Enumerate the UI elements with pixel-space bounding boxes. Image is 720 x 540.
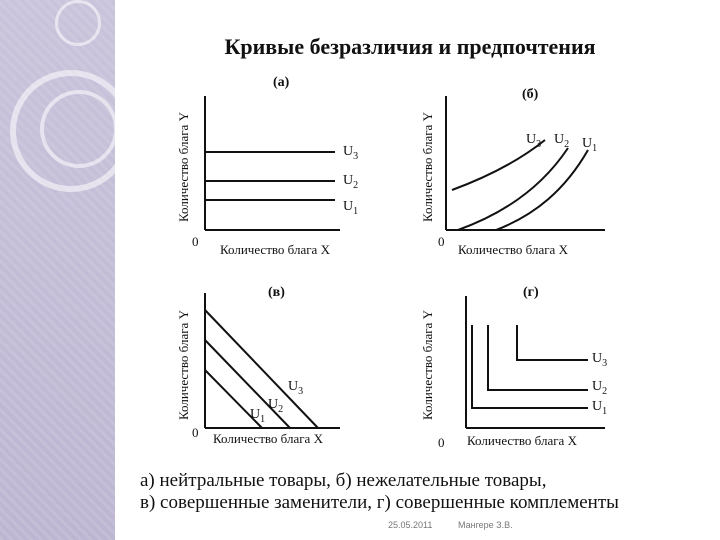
- panel-g: [465, 296, 605, 429]
- panel-label: (г): [523, 285, 539, 300]
- curve-u1: [495, 149, 589, 231]
- x-axis-label: Количество блага X: [220, 242, 331, 257]
- panel-label: (а): [273, 75, 290, 90]
- x-axis-label: Количество блага X: [213, 431, 324, 446]
- curve-label-u1: U1: [250, 407, 265, 425]
- curve-u2: [204, 339, 291, 429]
- y-axis-label: Количество блага Y: [420, 309, 435, 420]
- y-axis-label: Количество блага Y: [420, 111, 435, 222]
- curve-label-u2: U2: [592, 379, 607, 397]
- curve-label-u3: U3: [592, 351, 607, 369]
- curve-u3: [516, 325, 588, 361]
- caption-line-1: а) нейтральные товары, б) нежелательные …: [140, 470, 547, 491]
- curve-label-u3: U3: [343, 144, 358, 162]
- panel-label: (б): [522, 87, 539, 102]
- curve-label-u2: U2: [554, 132, 569, 150]
- x-axis-label: Количество блага X: [458, 242, 569, 257]
- y-axis-label: Количество блага Y: [176, 111, 191, 222]
- curve-label-u1: U1: [343, 199, 358, 217]
- panel-v: [204, 293, 340, 429]
- curve-label-u1: U1: [592, 399, 607, 417]
- curve-label-u3: U3: [288, 379, 303, 397]
- curve-u3: [451, 139, 546, 191]
- panel-b: [445, 96, 605, 231]
- decorative-sidebar: [0, 0, 115, 540]
- footer-date: 25.05.2011: [388, 520, 433, 530]
- y-axis-label: Количество блага Y: [176, 309, 191, 420]
- panel-a: [204, 96, 340, 231]
- footer-author: Мангере З.В.: [458, 520, 513, 530]
- origin-label: 0: [438, 435, 445, 450]
- curve-u1: [204, 369, 263, 429]
- origin-label: 0: [438, 234, 445, 249]
- caption-line-2: в) совершенные заменители, г) совершенны…: [140, 492, 619, 513]
- decorative-ring: [55, 0, 101, 46]
- curve-u2: [487, 325, 588, 391]
- curve-label-u2: U2: [343, 173, 358, 191]
- origin-label: 0: [192, 425, 199, 440]
- origin-label: 0: [192, 234, 199, 249]
- curve-u2: [457, 147, 569, 231]
- x-axis-label: Количество блага X: [467, 433, 578, 448]
- page-title: Кривые безразличия и предпочтения: [224, 34, 596, 59]
- curve-label-u2: U2: [268, 397, 283, 415]
- caption: а) нейтральные товары, б) нежелательные …: [140, 470, 619, 514]
- panel-label: (в): [268, 285, 285, 300]
- curve-label-u1: U1: [582, 136, 597, 154]
- decorative-ring: [10, 70, 115, 192]
- curve-u3: [204, 309, 319, 429]
- decorative-ring: [40, 90, 115, 168]
- curve-u1: [471, 325, 588, 409]
- curve-label-u3: U3: [526, 132, 541, 150]
